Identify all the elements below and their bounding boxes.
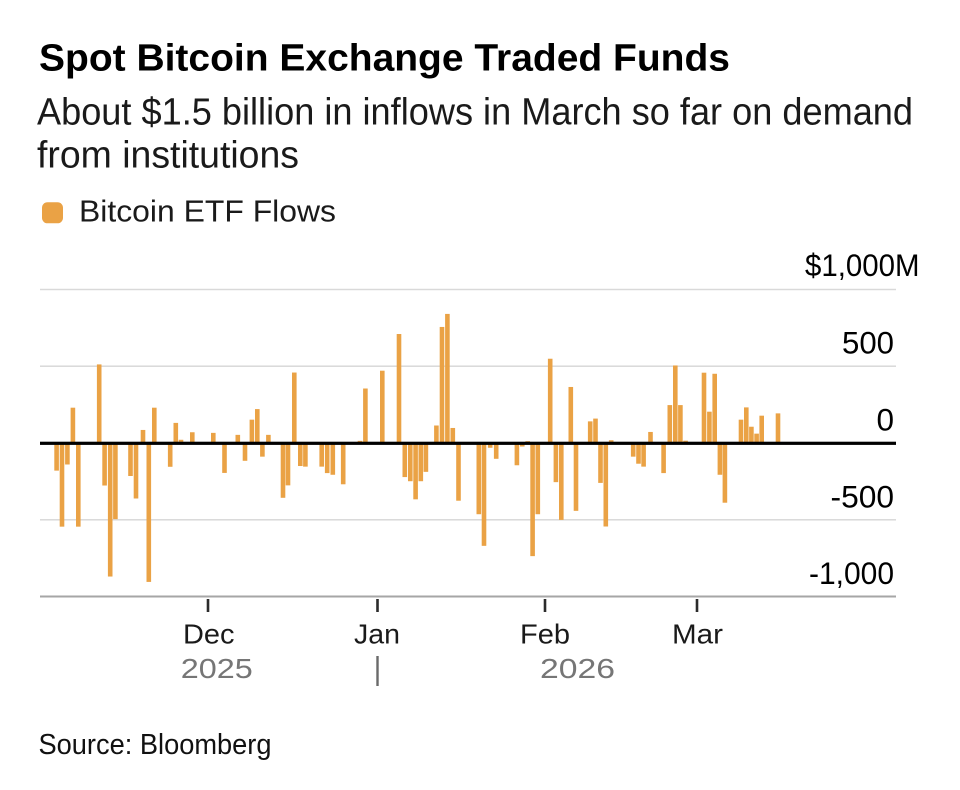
svg-text:2026: 2026 <box>540 653 615 684</box>
svg-text:2025: 2025 <box>181 653 253 684</box>
svg-text:Feb: Feb <box>520 619 570 650</box>
svg-text:$1,000M: $1,000M <box>805 247 920 283</box>
svg-text:Bitcoin ETF Flows: Bitcoin ETF Flows <box>79 194 336 229</box>
svg-text:About $1.5 billion in inflows: About $1.5 billion in inflows in March s… <box>37 92 913 134</box>
svg-text:-500: -500 <box>831 478 895 514</box>
svg-text:from institutions: from institutions <box>37 135 299 177</box>
svg-text:500: 500 <box>842 325 894 361</box>
svg-text:Dec: Dec <box>183 619 235 650</box>
svg-text:Jan: Jan <box>354 619 400 650</box>
svg-text:Mar: Mar <box>672 619 723 650</box>
svg-text:0: 0 <box>876 402 894 438</box>
svg-text:Source: Bloomberg: Source: Bloomberg <box>39 729 272 761</box>
svg-text:Spot Bitcoin Exchange Traded F: Spot Bitcoin Exchange Traded Funds <box>39 38 730 80</box>
svg-text:-1,000: -1,000 <box>809 555 894 591</box>
